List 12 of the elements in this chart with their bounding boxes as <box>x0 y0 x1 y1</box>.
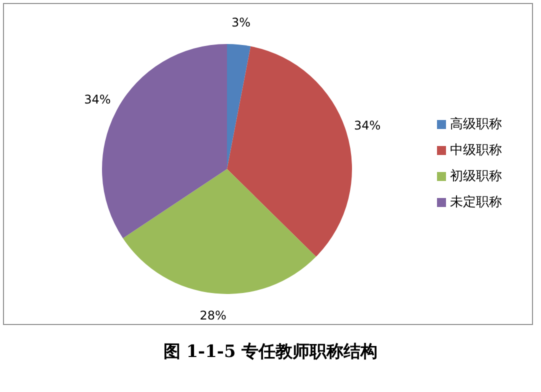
text: 图 1-1-5 专任教师职称结构 <box>162 341 379 363</box>
data-label: 3% <box>231 16 250 30</box>
legend-label: 高级职称 <box>450 117 502 132</box>
data-label: 34% <box>84 92 111 107</box>
legend-label: 中级职称 <box>450 143 502 158</box>
pie-slice <box>227 46 352 257</box>
pie-slice <box>122 169 316 294</box>
data-label: 34% <box>354 118 381 132</box>
legend-label: 未定职称 <box>450 195 502 210</box>
pie-slice <box>227 44 251 169</box>
legend-label: 初级职称 <box>450 169 502 184</box>
data-label: 28% <box>200 308 226 322</box>
